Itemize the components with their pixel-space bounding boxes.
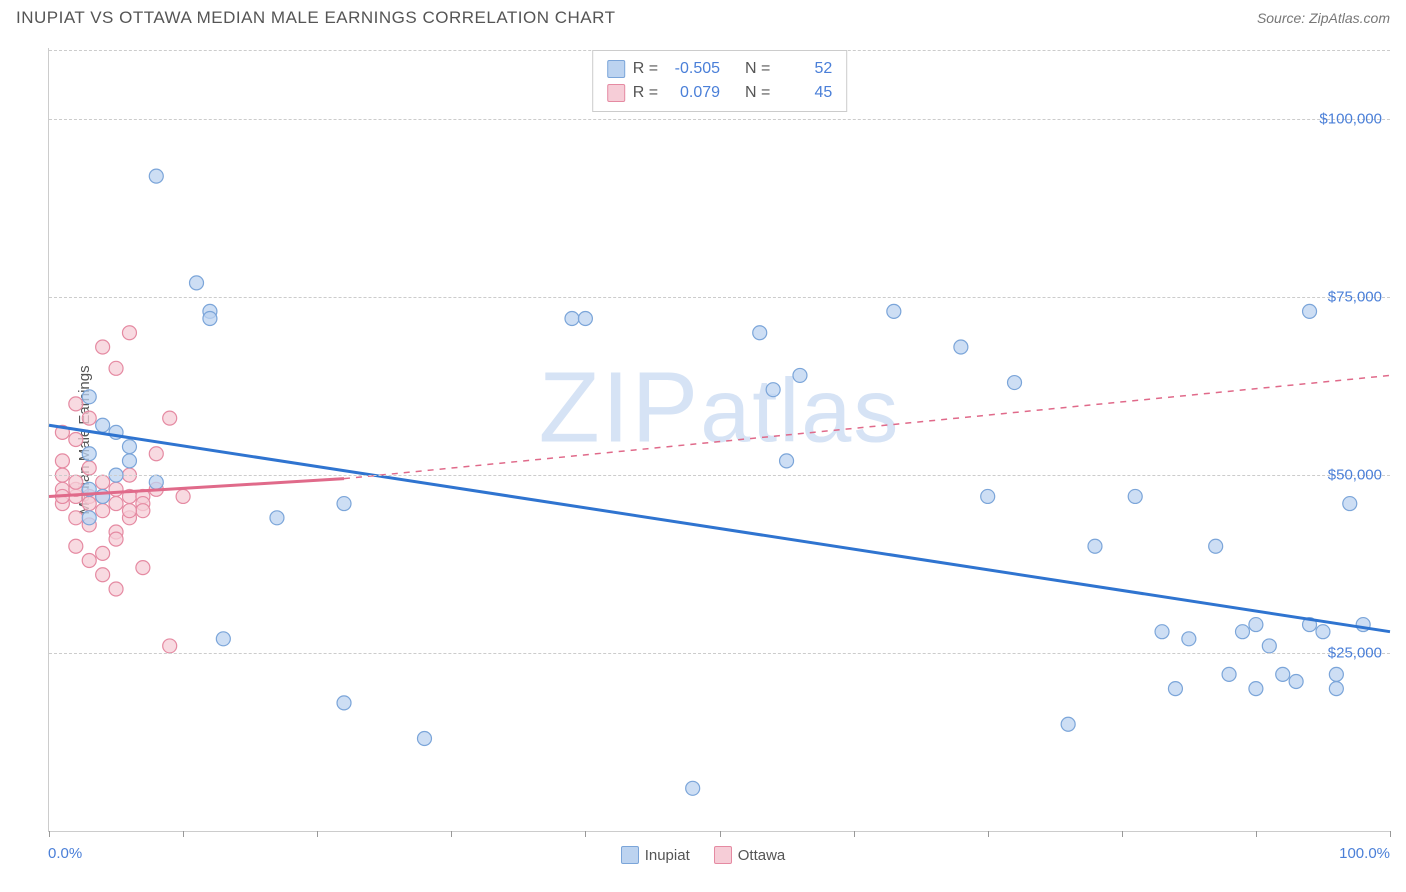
y-tick-label: $75,000: [1328, 289, 1382, 306]
swatch-ottawa: [607, 84, 625, 102]
bottom-legend: Inupiat Ottawa: [0, 846, 1406, 864]
chart-area: Median Male Earnings ZIPatlas R = -0.505…: [48, 48, 1390, 832]
scatter-svg: [49, 48, 1390, 831]
legend-item-inupiat: Inupiat: [621, 846, 690, 864]
legend-item-ottawa: Ottawa: [714, 846, 786, 864]
chart-header: INUPIAT VS OTTAWA MEDIAN MALE EARNINGS C…: [0, 0, 1406, 28]
y-tick-label: $100,000: [1319, 111, 1382, 128]
source-label: Source: ZipAtlas.com: [1257, 10, 1390, 26]
plot-region: ZIPatlas R = -0.505 N = 52 R = 0.079 N =…: [48, 48, 1390, 832]
stats-row-ottawa: R = 0.079 N = 45: [607, 81, 833, 105]
y-tick-label: $50,000: [1328, 467, 1382, 484]
swatch-inupiat: [607, 60, 625, 78]
y-tick-label: $25,000: [1328, 645, 1382, 662]
stats-row-inupiat: R = -0.505 N = 52: [607, 57, 833, 81]
legend-swatch-ottawa: [714, 846, 732, 864]
legend-swatch-inupiat: [621, 846, 639, 864]
chart-title: INUPIAT VS OTTAWA MEDIAN MALE EARNINGS C…: [16, 8, 615, 28]
stats-legend: R = -0.505 N = 52 R = 0.079 N = 45: [592, 50, 848, 112]
